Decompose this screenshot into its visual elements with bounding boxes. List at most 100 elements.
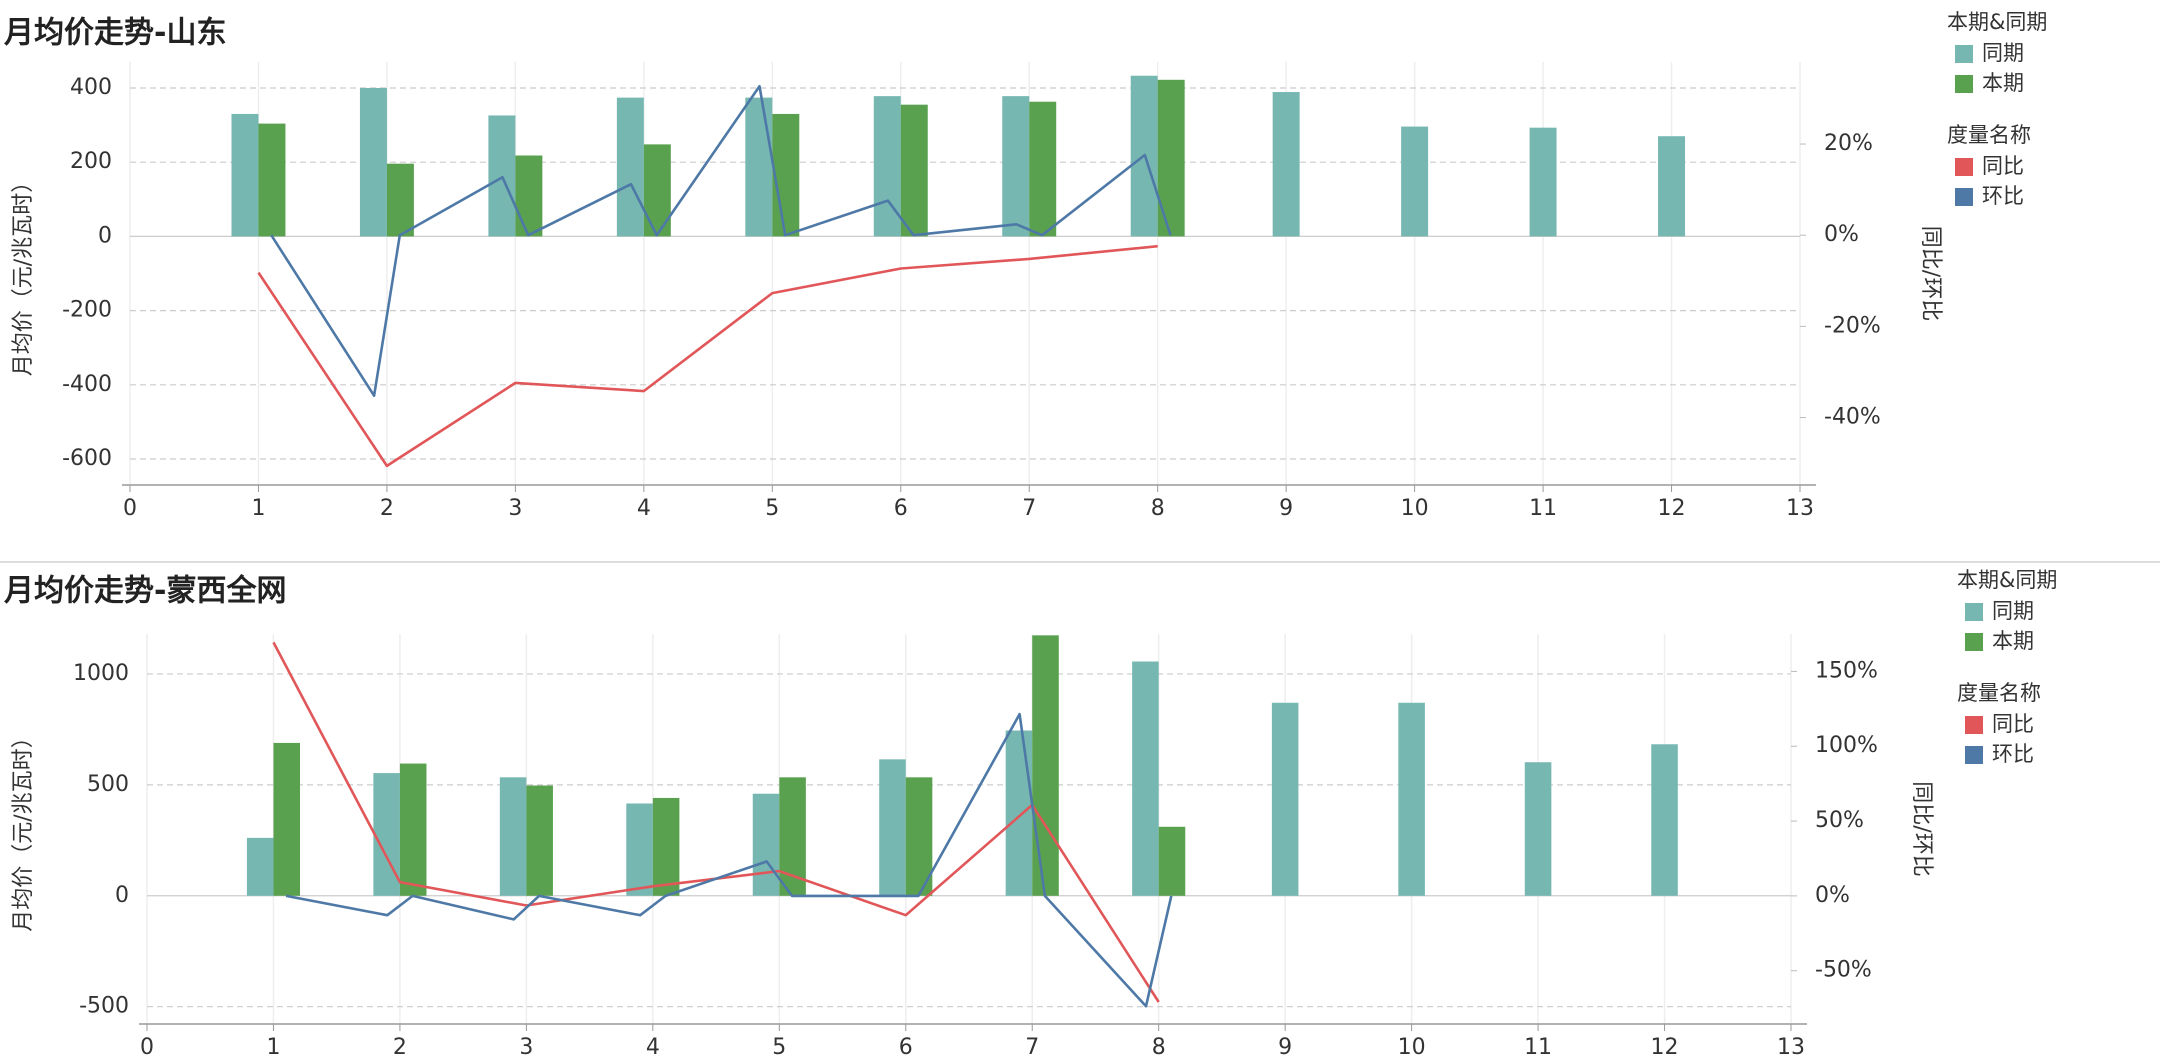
x-tick-label: 11: [1524, 1035, 1552, 1060]
x-tick-label: 7: [1025, 1035, 1039, 1060]
y-axis-label: 月均价（元/兆瓦时）: [11, 171, 36, 376]
x-tick-label: 4: [637, 496, 651, 521]
bar: [1658, 136, 1686, 237]
legend-swatch: [1955, 158, 1973, 176]
x-tick-label: 0: [123, 496, 137, 521]
x-tick-label: 2: [380, 496, 394, 521]
legend-swatch: [1965, 746, 1983, 764]
bar: [1271, 702, 1299, 896]
x-tick-label: 9: [1279, 496, 1293, 521]
bar: [879, 759, 906, 896]
legend-label: 同期: [1982, 41, 2024, 65]
line: [257, 244, 1158, 468]
bar: [900, 104, 928, 237]
x-tick-label: 10: [1398, 1035, 1426, 1060]
legend-label: 同比: [1982, 154, 2024, 178]
bar: [499, 777, 527, 896]
y2-tick-label: 50%: [1815, 808, 1864, 833]
bar: [1398, 702, 1425, 896]
x-tick-label: 11: [1529, 496, 1557, 521]
legend-title: 度量名称: [1947, 123, 2031, 147]
bar: [488, 115, 516, 237]
bar: [359, 87, 387, 237]
legend-swatch: [1965, 716, 1983, 734]
legend-swatch: [1965, 603, 1983, 621]
x-tick-label: 13: [1786, 496, 1814, 521]
bar: [1651, 744, 1678, 896]
y-tick-label: 400: [70, 75, 112, 100]
bar: [905, 777, 933, 896]
y2-tick-label: 0%: [1824, 222, 1859, 247]
y2-axis-label: 同比/环比: [1909, 781, 1934, 876]
x-tick-label: 13: [1777, 1035, 1805, 1060]
bar: [752, 793, 780, 896]
x-tick-label: 1: [266, 1035, 280, 1060]
bar: [386, 163, 414, 237]
legend-label: 环比: [1982, 184, 2024, 208]
legend-swatch: [1955, 188, 1973, 206]
bar: [616, 97, 644, 237]
bar: [515, 155, 543, 237]
y-tick-label: -600: [62, 446, 112, 471]
bar: [772, 113, 800, 237]
legend-title: 本期&同期: [1947, 10, 2047, 34]
x-tick-label: 3: [508, 496, 522, 521]
bar: [1005, 730, 1033, 896]
bar: [1032, 635, 1059, 896]
y-tick-label: 0: [98, 223, 112, 248]
legend-label: 同比: [1992, 712, 2034, 736]
bar: [1524, 762, 1552, 896]
x-tick-label: 6: [899, 1035, 913, 1060]
x-tick-label: 2: [393, 1035, 407, 1060]
bar: [1157, 79, 1185, 237]
y2-tick-label: 20%: [1824, 131, 1873, 156]
y2-tick-label: 100%: [1815, 733, 1878, 758]
x-tick-label: 6: [894, 496, 908, 521]
y2-tick-label: 150%: [1815, 658, 1878, 683]
legend-label: 环比: [1992, 742, 2034, 766]
x-tick-label: 9: [1278, 1035, 1292, 1060]
bar: [745, 97, 773, 237]
y-tick-label: -400: [62, 372, 112, 397]
bar: [258, 123, 286, 237]
bar: [626, 803, 653, 896]
chart-title: 月均价走势-蒙西全网: [4, 574, 286, 609]
bar: [273, 742, 301, 896]
bar: [873, 96, 901, 237]
y-tick-label: -200: [62, 298, 112, 323]
x-tick-label: 3: [519, 1035, 533, 1060]
x-tick-label: 12: [1651, 1035, 1679, 1060]
bar: [1529, 127, 1557, 237]
x-tick-label: 5: [765, 496, 779, 521]
x-tick-label: 10: [1401, 496, 1429, 521]
bar: [1401, 126, 1429, 237]
bar: [1132, 661, 1159, 896]
bar: [231, 113, 259, 237]
x-tick-label: 7: [1022, 496, 1036, 521]
x-tick-label: 5: [772, 1035, 786, 1060]
bar: [652, 797, 680, 896]
legend-label: 同期: [1992, 599, 2034, 623]
y-tick-label: -500: [79, 994, 129, 1019]
x-tick-label: 4: [646, 1035, 660, 1060]
y-tick-label: 200: [70, 149, 112, 174]
y-axis-label: 月均价（元/兆瓦时）: [11, 726, 36, 931]
bar: [246, 837, 274, 896]
legend-title: 本期&同期: [1957, 568, 2057, 592]
x-tick-label: 0: [140, 1035, 154, 1060]
legend-swatch: [1965, 633, 1983, 651]
y-tick-label: 0: [115, 883, 129, 908]
y2-axis-label: 同比/环比: [1918, 226, 1943, 321]
bar: [1272, 92, 1300, 237]
legend-title: 度量名称: [1957, 681, 2041, 705]
y2-tick-label: -40%: [1824, 405, 1881, 430]
y2-tick-label: -50%: [1815, 958, 1872, 983]
x-tick-label: 8: [1151, 496, 1165, 521]
legend-label: 本期: [1982, 71, 2024, 95]
legend-swatch: [1955, 45, 1973, 63]
bar: [1002, 96, 1030, 237]
chart-title: 月均价走势-山东: [4, 16, 226, 51]
y2-tick-label: 0%: [1815, 883, 1850, 908]
line: [270, 84, 1172, 397]
